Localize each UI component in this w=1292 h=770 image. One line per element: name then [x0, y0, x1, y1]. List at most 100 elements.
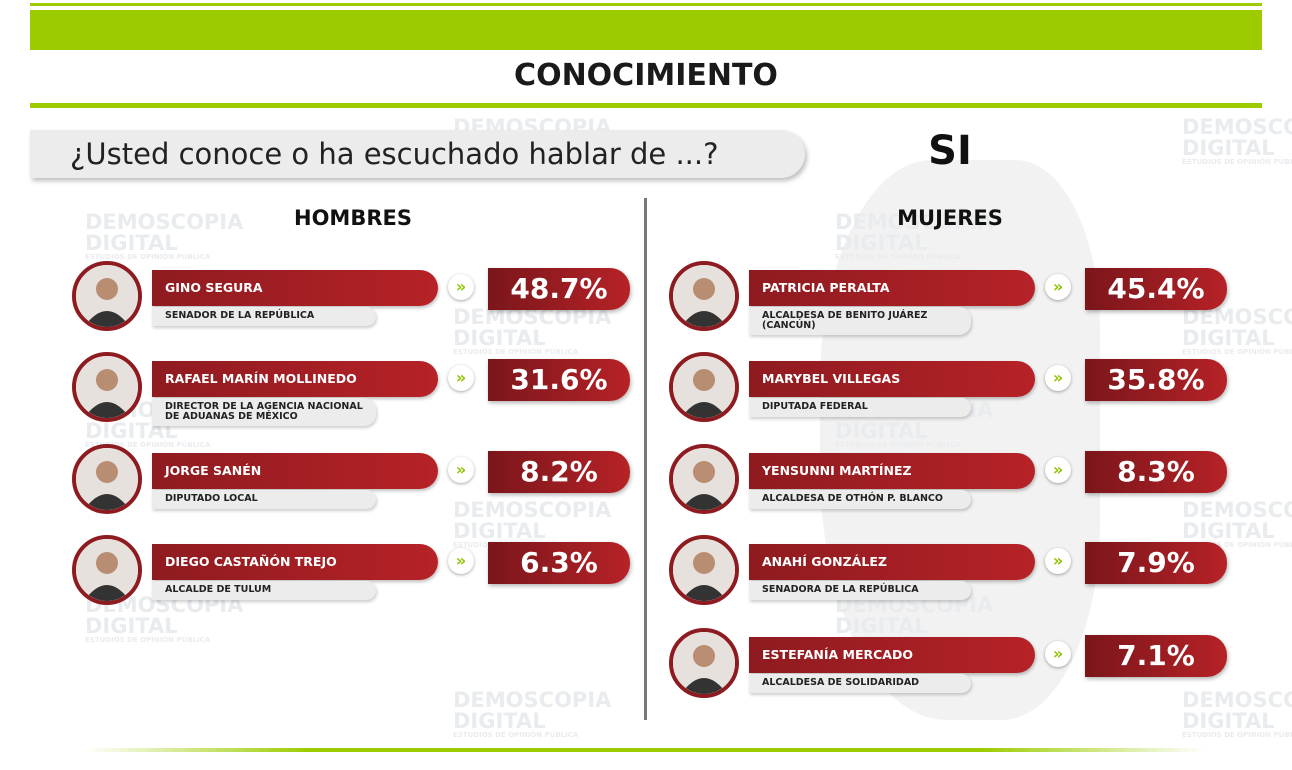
person-name: JORGE SANÉN — [152, 453, 438, 489]
percentage: 6.3% — [488, 542, 630, 584]
chevron: » — [448, 457, 474, 483]
avatar — [669, 535, 739, 605]
chevron: » — [1045, 365, 1071, 391]
avatar — [669, 352, 739, 422]
person-name: GINO SEGURA — [152, 270, 438, 306]
watermark-line: DIGITAL — [453, 519, 546, 543]
chevron: » — [448, 548, 474, 574]
chevron: » — [448, 365, 474, 391]
person-role: DIPUTADO LOCAL — [152, 490, 376, 509]
person-name: ANAHÍ GONZÁLEZ — [749, 544, 1035, 580]
watermark-line: DIGITAL — [453, 326, 546, 350]
avatar-photo — [673, 539, 735, 601]
avatar-photo — [76, 265, 138, 327]
avatar-photo — [673, 265, 735, 327]
person-role: SENADORA DE LA REPÚBLICA — [749, 581, 971, 600]
watermark-line: DEMOSCOPIA — [1182, 115, 1292, 139]
avatar — [72, 261, 142, 331]
watermark-line: DEMOSCOPIA — [453, 305, 612, 329]
watermark-tagline: ESTUDIOS DE OPINIÓN PÚBLICA — [835, 253, 961, 261]
map-shape — [820, 160, 1100, 720]
watermark-line: DIGITAL — [835, 231, 928, 255]
avatar — [669, 261, 739, 331]
percentage: 7.9% — [1085, 542, 1227, 584]
person-name: RAFAEL MARÍN MOLLINEDO — [152, 361, 438, 397]
watermark-tagline: ESTUDIOS DE OPINIÓN PÚBLICA — [835, 441, 961, 449]
chevron: » — [1045, 548, 1071, 574]
watermark-line: DEMOSCOPIA — [835, 210, 994, 234]
watermark-line: DIGITAL — [85, 231, 178, 255]
avatar-photo — [76, 356, 138, 418]
person-role: ALCALDESA DE SOLIDARIDAD — [749, 674, 971, 693]
watermark-line: DIGITAL — [835, 614, 928, 638]
watermark-tagline: ESTUDIOS DE OPINIÓN PÚBLICA — [453, 348, 579, 356]
percentage: 48.7% — [488, 268, 630, 310]
watermark-tagline: ESTUDIOS DE OPINIÓN PÚBLICA — [85, 253, 211, 261]
question: ¿Usted conoce o ha escuchado hablar de .… — [30, 130, 805, 178]
title: CONOCIMIENTO — [514, 58, 778, 93]
watermark-line: DEMOSCOPIA — [1182, 305, 1292, 329]
person-role: ALCALDESA DE BENITO JUÁREZ (CANCÚN) — [749, 307, 971, 335]
watermark-line: DEMOSCOPIA — [85, 210, 244, 234]
person-name: DIEGO CASTAÑÓN TREJO — [152, 544, 438, 580]
avatar-photo — [673, 632, 735, 694]
watermark-line: DIGITAL — [1182, 519, 1275, 543]
percentage: 45.4% — [1085, 268, 1227, 310]
chevron: » — [1045, 457, 1071, 483]
person-role: SENADOR DE LA REPÚBLICA — [152, 307, 376, 326]
person-role: DIPUTADA FEDERAL — [749, 398, 971, 417]
watermark-line: DIGITAL — [1182, 136, 1275, 160]
watermark-line: DIGITAL — [1182, 709, 1275, 733]
divider — [644, 198, 647, 720]
watermark-tagline: ESTUDIOS DE OPINIÓN PÚBLICA — [453, 731, 579, 739]
person-name: PATRICIA PERALTA — [749, 270, 1035, 306]
chevron: » — [1045, 641, 1071, 667]
group-title: MUJERES — [897, 206, 1003, 230]
avatar — [72, 352, 142, 422]
avatar — [669, 628, 739, 698]
percentage: 8.2% — [488, 451, 630, 493]
answer: SI — [928, 128, 972, 174]
person-name: YENSUNNI MARTÍNEZ — [749, 453, 1035, 489]
person-role: ALCALDE DE TULUM — [152, 581, 376, 600]
watermark-tagline: ESTUDIOS DE OPINIÓN PÚBLICA — [85, 636, 211, 644]
person-role: DIRECTOR DE LA AGENCIA NACIONAL DE ADUAN… — [152, 398, 376, 426]
watermark-tagline: ESTUDIOS DE OPINIÓN PÚBLICA — [1182, 348, 1292, 356]
avatar — [72, 444, 142, 514]
avatar-photo — [673, 356, 735, 418]
avatar-photo — [673, 448, 735, 510]
watermark-line: DEMOSCOPIA — [1182, 498, 1292, 522]
watermark-line: DEMOSCOPIA — [835, 593, 994, 617]
watermark-tagline: ESTUDIOS DE OPINIÓN PÚBLICA — [1182, 158, 1292, 166]
avatar-photo — [76, 539, 138, 601]
watermark-line: DIGITAL — [453, 709, 546, 733]
person-role: ALCALDESA DE OTHÓN P. BLANCO — [749, 490, 971, 509]
avatar — [72, 535, 142, 605]
watermark-line: DIGITAL — [835, 419, 928, 443]
percentage: 7.1% — [1085, 635, 1227, 677]
avatar — [669, 444, 739, 514]
chevron: » — [448, 274, 474, 300]
watermark-line: DEMOSCOPIA — [1182, 688, 1292, 712]
watermark-line: DEMOSCOPIA — [453, 688, 612, 712]
watermark-line: DIGITAL — [85, 614, 178, 638]
watermark-line: DEMOSCOPIA — [453, 498, 612, 522]
title-rule — [30, 103, 1262, 108]
watermark-tagline: ESTUDIOS DE OPINIÓN PÚBLICA — [85, 441, 211, 449]
group-title: HOMBRES — [294, 206, 412, 230]
watermark-tagline: ESTUDIOS DE OPINIÓN PÚBLICA — [1182, 731, 1292, 739]
percentage: 31.6% — [488, 359, 630, 401]
chevron: » — [1045, 274, 1071, 300]
watermark-tagline: ESTUDIOS DE OPINIÓN PÚBLICA — [1182, 541, 1292, 549]
person-name: ESTEFANÍA MERCADO — [749, 637, 1035, 673]
percentage: 8.3% — [1085, 451, 1227, 493]
